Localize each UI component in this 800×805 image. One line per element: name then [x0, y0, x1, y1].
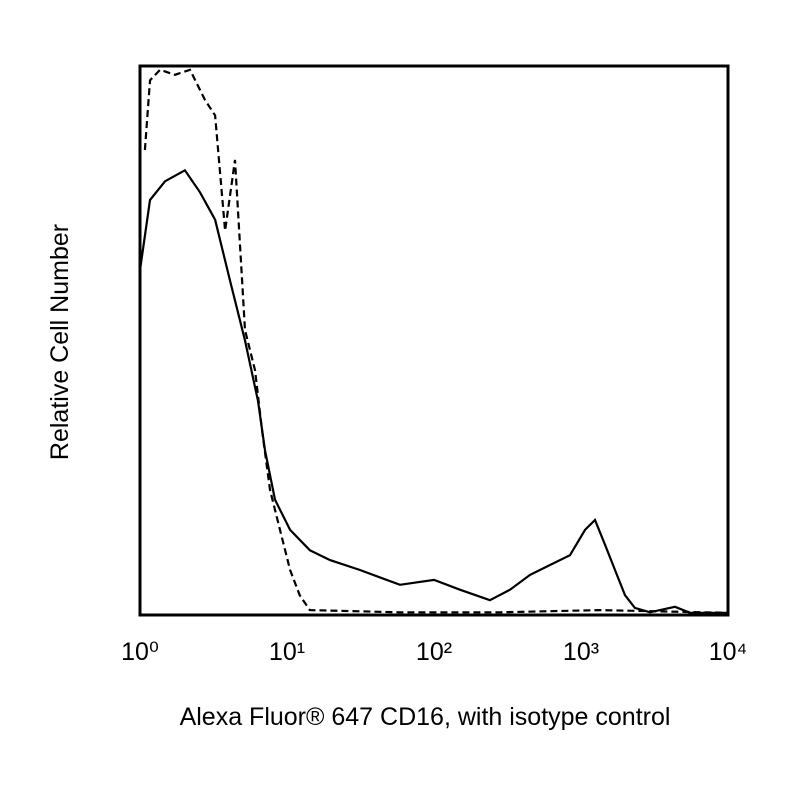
x-tick-label: 10¹: [269, 638, 305, 666]
histogram-line: [143, 68, 729, 614]
histogram-line: [138, 168, 728, 614]
x-tick-label: 10⁴: [709, 638, 748, 666]
x-tick-label: 10⁰: [121, 638, 159, 666]
y-axis-label: Relative Cell Number: [46, 224, 74, 460]
x-tick-label: 10³: [563, 638, 599, 666]
x-tick-label: 10²: [416, 638, 452, 666]
x-axis-label: Alexa Fluor® 647 CD16, with isotype cont…: [180, 703, 671, 731]
plot-frame: [138, 64, 730, 617]
